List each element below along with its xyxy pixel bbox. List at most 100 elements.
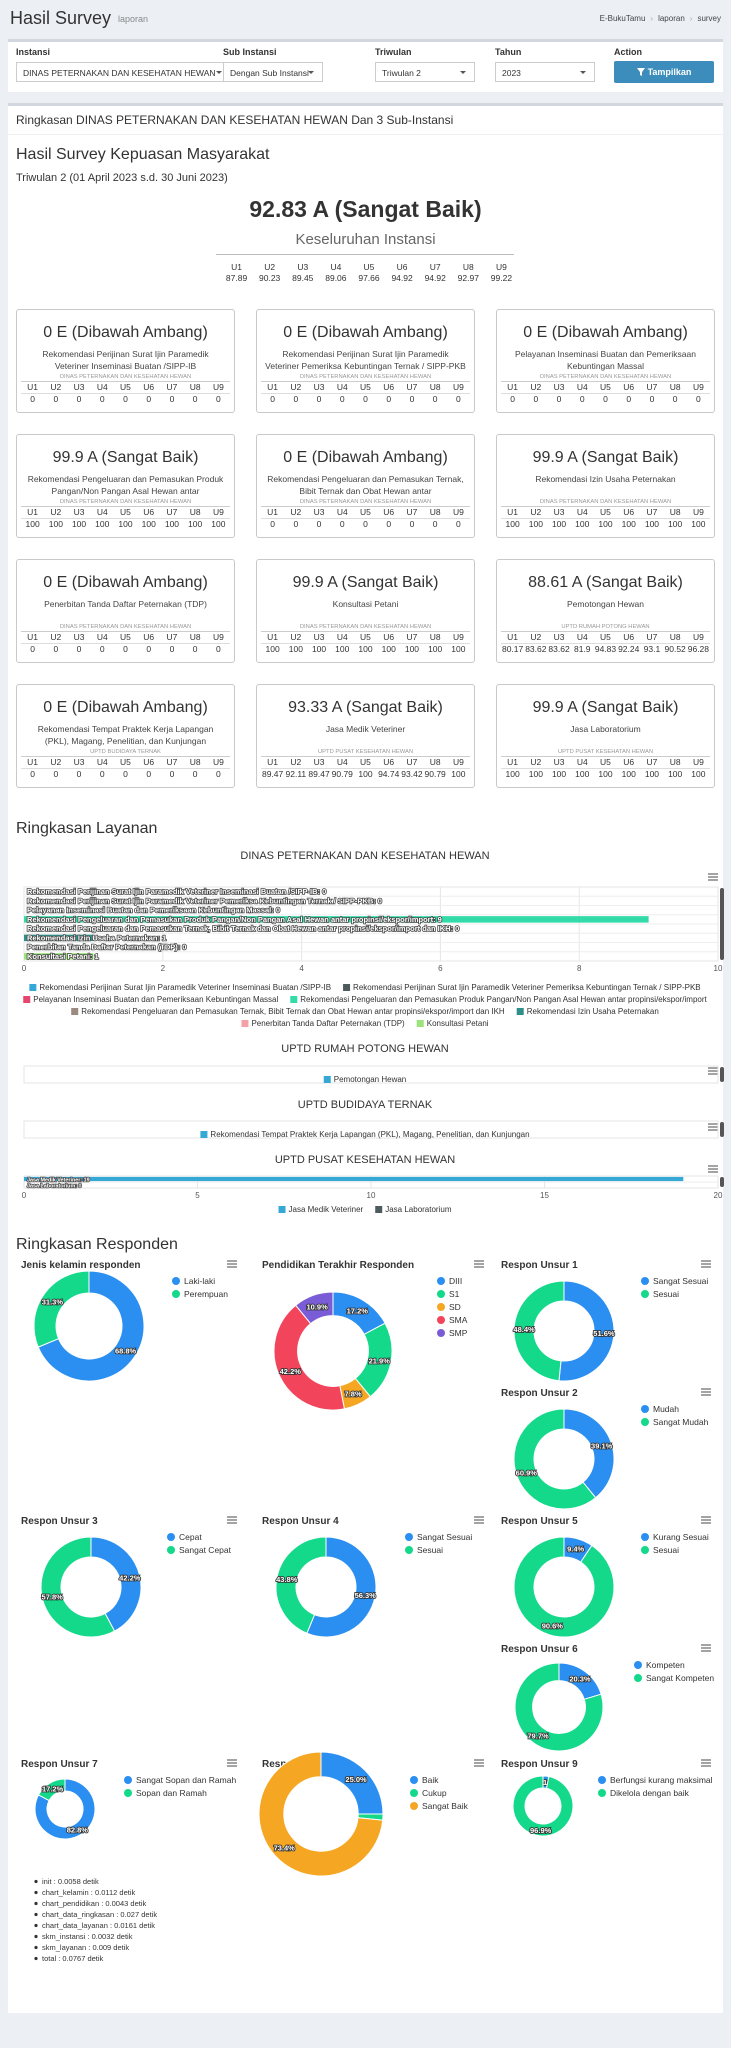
- slice-label: 90.6%: [542, 1621, 564, 1630]
- survey-period: Triwulan 2 (01 April 2023 s.d. 30 Juni 2…: [16, 172, 228, 184]
- service-units: U1 U2 U3 U4 U5 U6 U7 U8 U9 0 0 0 0 0 0 0 0 0: [501, 382, 710, 405]
- legend-label[interactable]: Mudah: [653, 1404, 679, 1414]
- unit-value: 100: [668, 519, 683, 529]
- legend-label[interactable]: SMA: [449, 1315, 468, 1325]
- legend-item[interactable]: Rekomendasi Izin Usaha Peternakan: [516, 1007, 659, 1016]
- bar-label: Rekomendasi Pengeluaran dan Pemasukan Pr…: [27, 915, 442, 924]
- chart-title: Respon Unsur 1: [501, 1260, 578, 1271]
- legend-item[interactable]: Pemotongan Hewan: [323, 1075, 407, 1084]
- bar-label: Jasa Laboratorium: 0: [27, 1184, 82, 1190]
- legend-label[interactable]: Perempuan: [184, 1289, 228, 1299]
- unit-value: 0: [316, 519, 322, 529]
- unit-value: 100: [188, 519, 203, 529]
- legend-item[interactable]: Rekomendasi Tempat Praktek Kerja Lapanga…: [200, 1130, 530, 1139]
- legend-label[interactable]: Sangat Mudah: [653, 1417, 709, 1427]
- legend-label[interactable]: Dikelola dengan baik: [610, 1788, 690, 1798]
- unit-value: 89.47: [308, 769, 330, 779]
- legend-label[interactable]: Sesuai: [653, 1289, 679, 1299]
- legend-item[interactable]: Rekomendasi Pengeluaran dan Pemasukan Te…: [71, 1007, 505, 1016]
- unit-value: 100: [691, 769, 706, 779]
- overall-score: 92.83 A (Sangat Baik): [249, 196, 482, 222]
- bullet: [34, 1901, 38, 1906]
- unit-header: U2: [284, 757, 308, 769]
- bar: [24, 1176, 684, 1182]
- filter-select[interactable]: DINAS PETERNAKAN DAN KESEHATAN HEWAN: [16, 62, 231, 82]
- legend-label[interactable]: SMP: [449, 1328, 468, 1338]
- unit-value: 92.11: [285, 769, 307, 779]
- unit-value: 90.79: [424, 769, 446, 779]
- legend-item[interactable]: Konsultasi Petani: [416, 1019, 489, 1028]
- legend-label[interactable]: Sangat Baik: [422, 1801, 469, 1811]
- unit-header: U3: [297, 262, 309, 272]
- unit-value: 90.23: [259, 273, 281, 283]
- legend-label[interactable]: Cepat: [179, 1532, 202, 1542]
- unit-value: 100: [211, 519, 226, 529]
- legend-label[interactable]: Sangat Cepat: [179, 1545, 232, 1555]
- legend-label[interactable]: Sangat Kompeten: [646, 1673, 714, 1683]
- unit-header: U7: [160, 382, 184, 394]
- legend-label[interactable]: Sesuai: [653, 1545, 679, 1555]
- legend-label: Pelayanan Inseminasi Buatan dan Pemeriks…: [33, 995, 278, 1004]
- legend-label[interactable]: SD: [449, 1302, 461, 1312]
- unit-header: U8: [183, 507, 207, 519]
- unit-header: U6: [617, 757, 641, 769]
- unit-header: U4: [570, 632, 594, 644]
- service-name: Rekomendasi Tempat Praktek Kerja Lapanga…: [37, 724, 214, 746]
- legend: Rekomendasi Perijinan Surat Ijin Paramed…: [23, 983, 708, 1028]
- legend-label[interactable]: Kompeten: [646, 1660, 685, 1670]
- legend-label[interactable]: Cukup: [422, 1788, 447, 1798]
- service-score: 0 E (Dibawah Ambang): [43, 324, 208, 341]
- legend-item[interactable]: Rekomendasi Perijinan Surat Ijin Paramed…: [343, 983, 701, 992]
- plot-area: [23, 1120, 719, 1139]
- bar-label: Rekomendasi Perijinan Surat Ijin Paramed…: [27, 896, 382, 905]
- legend-label[interactable]: Kurang Sesuai: [653, 1532, 709, 1542]
- legend-item[interactable]: Jasa Laboratorium: [375, 1205, 452, 1214]
- bar: [24, 934, 94, 942]
- filter-select[interactable]: Dengan Sub Instansi: [223, 62, 323, 82]
- legend-swatch: [641, 1290, 649, 1298]
- legend-item[interactable]: Jasa Medik Veteriner: [278, 1205, 364, 1214]
- legend-label[interactable]: Sopan dan Ramah: [136, 1788, 207, 1798]
- filter-select[interactable]: Triwulan 2: [375, 62, 475, 82]
- legend-swatch: [634, 1661, 642, 1669]
- legend-item[interactable]: Rekomendasi Perijinan Surat Ijin Paramed…: [29, 983, 331, 992]
- legend-label[interactable]: Sangat Sesuai: [417, 1532, 472, 1542]
- filter-select[interactable]: 2023: [495, 62, 595, 82]
- service-card: 0 E (Dibawah Ambang) Pelayanan Inseminasi…: [496, 309, 715, 413]
- unit-header: U6: [617, 632, 641, 644]
- unit-value: 100: [404, 644, 420, 654]
- legend-label[interactable]: Baik: [422, 1775, 439, 1785]
- service-name: Rekomendasi Pengeluaran dan Pemasukan Pr…: [27, 474, 224, 496]
- legend-item[interactable]: Rekomendasi Pengeluaran dan Pemasukan Pr…: [290, 995, 708, 1004]
- legend-label[interactable]: Sangat Sesuai: [653, 1276, 708, 1286]
- unit-value: 0: [76, 644, 82, 654]
- legend-label[interactable]: DIII: [449, 1276, 462, 1286]
- legend-label[interactable]: Sangat Sopan dan Ramah: [136, 1775, 236, 1785]
- timing: chart_data_ringkasan : 0.027 detik: [42, 1910, 157, 1919]
- submit-button[interactable]: Tampilkan: [614, 61, 714, 83]
- overall-divider: [216, 254, 514, 255]
- legend-label[interactable]: Laki-laki: [184, 1276, 215, 1286]
- legend-label[interactable]: Berfungsi kurang maksimal: [610, 1775, 713, 1785]
- unit-header: U4: [90, 757, 114, 769]
- service-card: 0 E (Dibawah Ambang) Rekomendasi Tempat P…: [16, 684, 235, 788]
- legend-item[interactable]: Pelayanan Inseminasi Buatan dan Pemeriks…: [23, 995, 279, 1004]
- legend-swatch: [437, 1316, 445, 1324]
- service-unit: DINAS PETERNAKAN DAN KESEHATAN HEWAN: [501, 498, 710, 507]
- unit-header: U3: [307, 632, 331, 644]
- legend-label[interactable]: S1: [449, 1289, 460, 1299]
- unit-value: 100: [358, 644, 373, 654]
- unit-value: 0: [270, 519, 275, 529]
- service-score: 99.9 A (Sangat Baik): [532, 449, 679, 466]
- legend-item[interactable]: Penerbitan Tanda Daftar Peternakan (TDP): [241, 1019, 405, 1028]
- scrollbar: [720, 1177, 724, 1187]
- unit-value: 0: [169, 394, 175, 404]
- legend-label[interactable]: Sesuai: [417, 1545, 443, 1555]
- unit-value: 0: [363, 394, 368, 404]
- unit-header: U7: [400, 757, 424, 769]
- bullet: [34, 1934, 38, 1939]
- slice-label: 10.9%: [307, 1303, 329, 1312]
- unit-header: U5: [353, 382, 378, 394]
- unit-value: 100: [358, 769, 373, 779]
- unit-header: U3: [547, 757, 571, 769]
